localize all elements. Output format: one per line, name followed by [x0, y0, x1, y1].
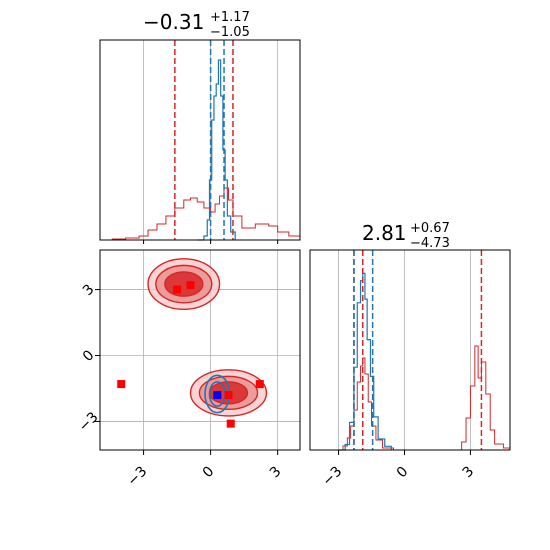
hist1-frame	[99, 39, 301, 241]
red-marker-3	[224, 391, 233, 400]
hist-panel-param1	[99, 39, 301, 241]
blue-marker-0	[213, 391, 222, 400]
hist-panel-param2	[309, 249, 511, 451]
title-param2-main: 2.81	[362, 221, 407, 245]
hist2-xtick-label-2: 3	[460, 464, 478, 482]
title-param2-sup: +0.67	[410, 221, 450, 236]
hist2-frame	[309, 249, 511, 451]
scatter-ytick-label-0: 3	[80, 281, 98, 299]
scatter-frame	[99, 249, 301, 451]
scatter-ytick-label-1: 0	[80, 347, 98, 365]
hist1-background	[100, 40, 300, 240]
red-contour-0-level-2	[164, 271, 204, 297]
hist2-xtick-label-0: −3	[319, 464, 345, 490]
red-marker-5	[255, 380, 264, 389]
hist2-xtick-label-1: 0	[394, 464, 412, 482]
title-param1: −0.31 +1.17 −1.05	[143, 10, 250, 40]
title-param2: 2.81 +0.67 −4.73	[362, 221, 450, 251]
title-param1-main: −0.31	[143, 10, 204, 34]
hist1-blue-histogram	[197, 59, 236, 241]
title-param2-sub: −4.73	[410, 236, 450, 251]
hist2-background	[310, 250, 510, 450]
hist2-blue-histogram	[338, 272, 392, 451]
red-marker-2	[186, 281, 195, 290]
red-marker-0	[117, 380, 126, 389]
scatter-xtick-label-2: 3	[267, 464, 285, 482]
scatter-ytick-label-2: −3	[76, 409, 102, 435]
title-param1-sub: −1.05	[210, 25, 250, 40]
red-marker-1	[173, 285, 182, 294]
scatter-xtick-label-0: −3	[124, 464, 150, 490]
red-marker-4	[226, 419, 235, 428]
scatter-xtick-label-1: 0	[200, 464, 218, 482]
scatter-panel-param1-param2	[99, 249, 301, 451]
title-param1-sup: +1.17	[210, 10, 250, 25]
